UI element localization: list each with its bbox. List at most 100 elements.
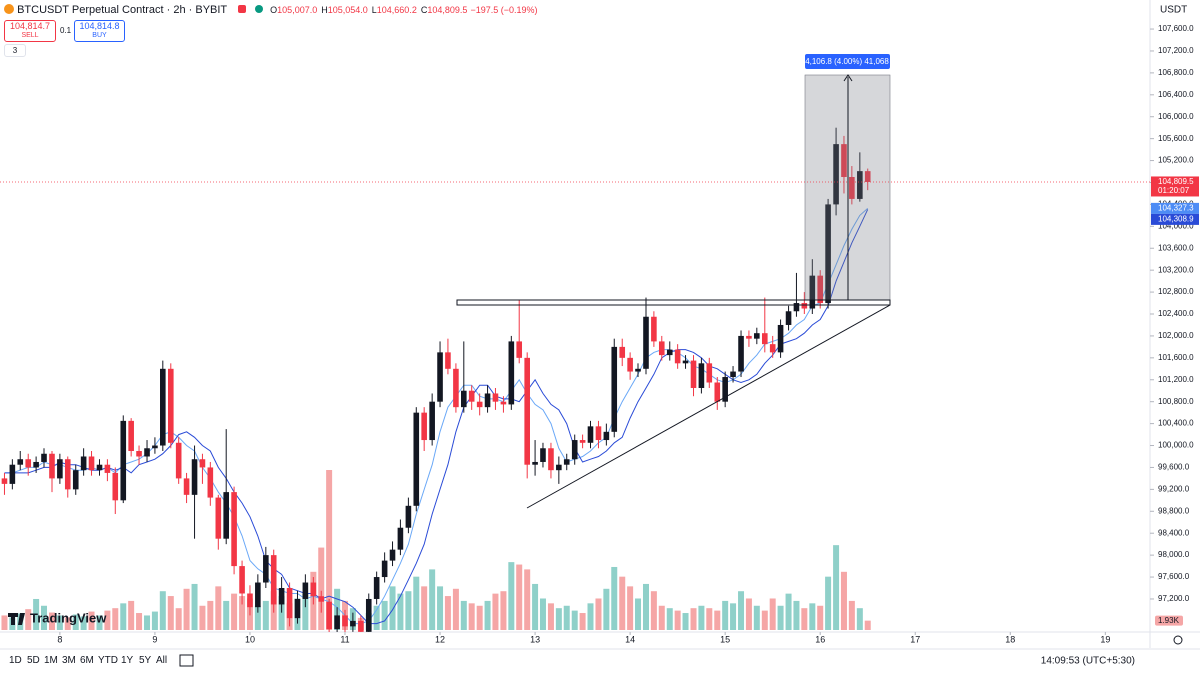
- candle-body: [666, 349, 673, 356]
- volume-bar: [444, 596, 451, 630]
- candle-body: [468, 390, 475, 402]
- ohlc-key: C: [420, 5, 428, 15]
- candle-body: [17, 459, 24, 465]
- volume-bar: [104, 610, 111, 630]
- candle-body: [674, 349, 681, 364]
- volume-bar: [848, 600, 855, 630]
- volume-bar: [532, 583, 539, 630]
- sell-price: 104,814.7: [9, 21, 51, 31]
- candle-body: [318, 596, 325, 602]
- ohlc-value: 104,660.2: [376, 5, 417, 15]
- candle-body: [445, 352, 451, 369]
- y-tick-label: 103,200.0: [1158, 265, 1194, 274]
- x-tick-label: 11: [340, 634, 349, 644]
- candle-body: [183, 478, 190, 495]
- candle-body: [199, 459, 206, 468]
- range-button[interactable]: All: [156, 655, 168, 666]
- buy-button[interactable]: 104,814.8 BUY: [74, 20, 125, 42]
- candle-body: [160, 368, 166, 446]
- range-button[interactable]: 1Y: [121, 655, 134, 666]
- candle-body: [413, 412, 420, 506]
- range-button[interactable]: 6M: [80, 655, 94, 666]
- date-range-icon[interactable]: [179, 654, 194, 667]
- volume-bar: [151, 611, 158, 630]
- candle-body: [682, 360, 689, 364]
- measure-label-box: [805, 54, 890, 69]
- volume-bar: [33, 598, 40, 630]
- candle-body: [635, 368, 641, 372]
- volume-bar: [88, 611, 95, 630]
- y-tick-label: 106,800.0: [1158, 68, 1194, 77]
- ohlc-key: H: [321, 5, 328, 15]
- candle-body: [706, 363, 713, 383]
- volume-bar: [207, 600, 214, 630]
- candle-body: [128, 420, 134, 452]
- candle-body: [532, 461, 538, 465]
- range-button[interactable]: YTD: [98, 655, 118, 666]
- indicators-count: 3: [12, 46, 18, 55]
- volume-bar: [785, 593, 792, 630]
- volume-bar: [539, 598, 546, 630]
- range-button[interactable]: 1D: [9, 655, 22, 666]
- candle-body: [112, 472, 119, 501]
- candle-body: [809, 275, 816, 309]
- candle-body: [310, 582, 317, 597]
- volume-bar: [302, 593, 309, 630]
- y-tick-label: 106,400.0: [1158, 90, 1194, 99]
- x-tick-label: 10: [245, 634, 255, 644]
- candle-body: [389, 549, 396, 561]
- logo-mark: [8, 613, 25, 625]
- moving-average-line: [4, 208, 869, 625]
- candle-body: [595, 426, 602, 441]
- candle-body: [381, 560, 388, 578]
- candle-body: [524, 357, 530, 465]
- candle-body: [754, 333, 760, 339]
- tradingview-logo: TradingView: [8, 610, 107, 625]
- candle-body: [120, 420, 127, 501]
- range-button[interactable]: 5Y: [139, 655, 152, 666]
- volume-bar: [144, 615, 151, 630]
- sell-button[interactable]: 104,814.7 SELL: [4, 20, 56, 42]
- volume-bar: [112, 608, 119, 630]
- x-tick-label: 14: [625, 634, 635, 644]
- range-button[interactable]: 5D: [27, 655, 40, 666]
- volume-bar: [793, 600, 800, 630]
- candle-body: [698, 363, 705, 388]
- moving-average-line: [4, 209, 869, 625]
- volume-bar: [500, 591, 507, 630]
- volume-bar: [254, 605, 261, 630]
- candle-body: [714, 382, 721, 402]
- candle-body: [761, 333, 768, 345]
- settings-icon[interactable]: [1173, 635, 1183, 645]
- y-tick-label: 102,400.0: [1158, 309, 1194, 318]
- price-tag-layer: 104,809.501:20:07 104,327.3 104,308.9 1.93K: [0, 176, 1199, 626]
- volume-bar: [579, 613, 586, 630]
- candle-body: [730, 371, 736, 378]
- volume-bar: [72, 614, 79, 630]
- volume-bar: [437, 586, 444, 630]
- indicators-toggle[interactable]: 3: [4, 44, 26, 57]
- volume-bar: [730, 603, 737, 630]
- candle-body: [302, 582, 309, 599]
- volume-bar: [278, 596, 285, 630]
- candle-body: [627, 357, 633, 372]
- resistance-zone: [456, 299, 891, 306]
- price-tag: [1151, 213, 1199, 225]
- ohlc-value: 105,007.0: [277, 5, 318, 15]
- range-button[interactable]: 3M: [62, 655, 76, 666]
- candle-body: [651, 316, 657, 342]
- candle-body: [785, 311, 792, 325]
- candle-body: [849, 177, 855, 199]
- ohlc-key: O: [270, 5, 278, 15]
- volume-bar: [833, 545, 840, 630]
- candle-body: [263, 555, 269, 583]
- volume-bar: [666, 608, 673, 630]
- ohlc-values: O105,007.0 H105,054.0 L104,660.2 C104,809.5: [266, 5, 467, 15]
- volume-bar: [120, 603, 127, 630]
- volume-bar: [1, 615, 8, 630]
- y-tick-label: 101,600.0: [1158, 353, 1194, 362]
- range-button[interactable]: 1M: [44, 655, 58, 666]
- candle-body: [611, 346, 618, 432]
- volume-bar: [136, 613, 143, 630]
- candle-body: [80, 456, 87, 471]
